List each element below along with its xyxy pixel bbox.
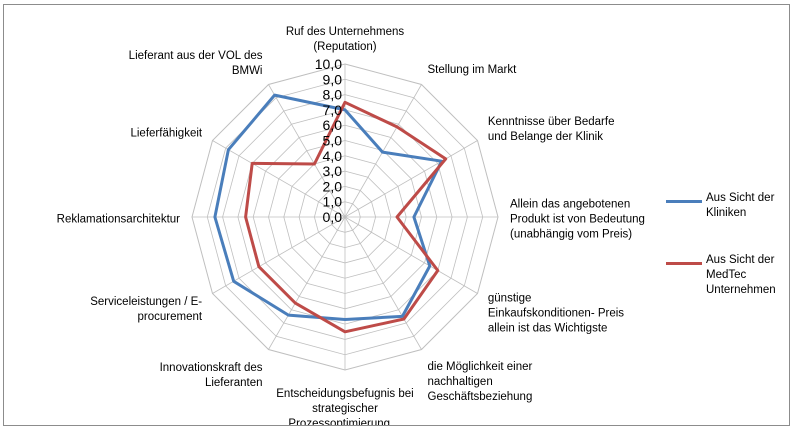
tick-label: 1,0: [323, 194, 343, 210]
radar-grid: [191, 63, 499, 371]
grid-spoke: [212, 216, 346, 294]
grid-spoke: [344, 140, 478, 218]
category-label: günstige Einkaufskonditionen- Preis allein…: [488, 292, 624, 334]
legend-label-kliniken: Aus Sicht der Kliniken: [706, 192, 775, 219]
tick-label: 0,0: [323, 209, 343, 225]
radar-tick-labels: 0,01,02,03,04,05,06,07,08,09,010,0: [315, 56, 342, 225]
radar-chart: 0,01,02,03,04,05,06,07,08,09,010,0 Ruf d…: [57, 26, 645, 425]
legend-swatch-kliniken: [666, 200, 702, 203]
category-label: Lieferfähigkeit: [130, 127, 202, 139]
legend: Aus Sicht der Kliniken Aus Sicht der Med…: [666, 191, 792, 315]
legend-item-kliniken: Aus Sicht der Kliniken: [666, 191, 792, 253]
tick-label: 4,0: [323, 148, 343, 164]
legend-label-medtec: Aus Sicht der MedTec Unternehmen: [706, 254, 776, 296]
tick-label: 8,0: [323, 87, 343, 103]
category-label: Lieferant aus der VOL des BMWi: [129, 50, 263, 77]
tick-label: 7,0: [323, 102, 343, 118]
radar-series: [213, 93, 448, 334]
category-label: Allein das angebotenen Produkt ist von Be…: [510, 199, 645, 241]
category-label: Stellung im Markt: [428, 64, 518, 76]
legend-swatch-medtec: [666, 262, 702, 265]
grid-spoke: [344, 216, 422, 350]
grid-spoke: [212, 140, 346, 218]
tick-label: 3,0: [323, 163, 343, 179]
tick-label: 10,0: [315, 56, 342, 72]
tick-label: 9,0: [323, 71, 343, 87]
tick-label: 5,0: [323, 133, 343, 149]
category-label: Kenntnisse über Bedarfe und Belange der K…: [488, 116, 615, 143]
grid-spoke: [268, 84, 346, 218]
category-label: Innovationskraft des Lieferanten: [160, 362, 263, 389]
grid-spoke: [344, 216, 478, 294]
legend-item-medtec: Aus Sicht der MedTec Unternehmen: [666, 253, 792, 315]
tick-label: 6,0: [323, 117, 343, 133]
category-label: die Möglichkeit einer nachhaltigen Geschäf…: [428, 361, 533, 403]
category-label: Ruf des Unternehmens (Reputation): [286, 26, 405, 53]
chart-frame: 0,0 1,0 2,0 3,0 4,0 5,0 6,0 7,0 8,0 9,0 10,0 Ruf d…: [3, 4, 790, 426]
grid-spoke: [268, 216, 346, 350]
series-medtec-line: [244, 100, 448, 334]
category-label: Serviceleistungen / E-procurement: [90, 296, 203, 323]
tick-label: 2,0: [323, 178, 343, 194]
series-kliniken-line: [213, 93, 444, 321]
radar-category-labels: Ruf des Unternehmens (Reputation) Stellung…: [57, 26, 645, 425]
category-label: Entscheidungsbefugnis bei strategischer Pr…: [276, 388, 413, 425]
category-label: Reklamationsarchitektur: [57, 214, 181, 226]
